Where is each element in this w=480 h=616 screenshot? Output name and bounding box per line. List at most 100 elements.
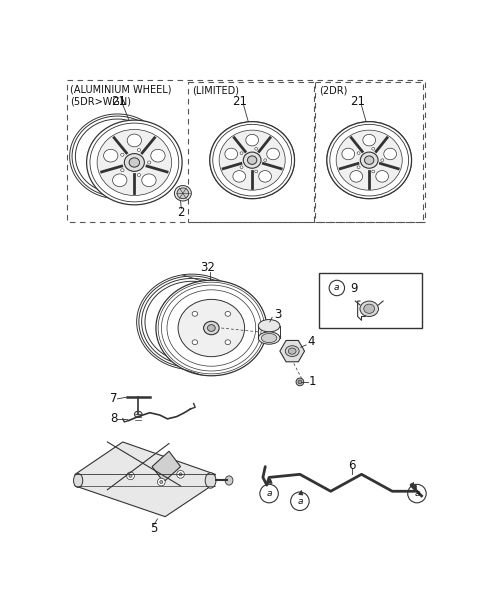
Ellipse shape: [147, 161, 151, 164]
Ellipse shape: [142, 174, 156, 187]
Ellipse shape: [113, 174, 127, 187]
Ellipse shape: [205, 473, 216, 488]
Bar: [188, 81, 314, 222]
Ellipse shape: [259, 171, 272, 182]
Ellipse shape: [285, 346, 299, 357]
Ellipse shape: [342, 148, 355, 160]
Ellipse shape: [225, 148, 238, 160]
Circle shape: [129, 474, 132, 477]
Polygon shape: [75, 442, 215, 517]
Ellipse shape: [137, 174, 141, 176]
Ellipse shape: [327, 121, 411, 198]
Ellipse shape: [233, 171, 246, 182]
Ellipse shape: [240, 166, 243, 169]
Ellipse shape: [104, 149, 118, 162]
Bar: [67, 80, 425, 222]
Circle shape: [177, 471, 184, 478]
Ellipse shape: [129, 158, 140, 167]
Ellipse shape: [288, 348, 296, 354]
Ellipse shape: [267, 148, 279, 160]
Circle shape: [127, 472, 134, 480]
Circle shape: [160, 480, 163, 484]
Ellipse shape: [336, 130, 402, 190]
Text: 2: 2: [178, 206, 185, 219]
Text: 32: 32: [200, 261, 215, 275]
Text: a: a: [266, 489, 272, 498]
Ellipse shape: [255, 170, 258, 173]
Ellipse shape: [178, 299, 245, 357]
Circle shape: [408, 484, 426, 503]
Text: a: a: [297, 496, 303, 506]
Text: (ALUMINIUM WHEEL)
(5DR>WGN): (ALUMINIUM WHEEL) (5DR>WGN): [71, 84, 172, 107]
Text: 7: 7: [110, 392, 117, 405]
Text: a: a: [334, 283, 340, 293]
Ellipse shape: [364, 156, 374, 164]
Ellipse shape: [296, 378, 304, 386]
Ellipse shape: [262, 333, 277, 342]
Ellipse shape: [225, 312, 230, 316]
Text: 21: 21: [232, 95, 247, 108]
Ellipse shape: [243, 152, 261, 168]
Ellipse shape: [97, 129, 171, 195]
Ellipse shape: [210, 121, 295, 198]
Ellipse shape: [177, 188, 189, 198]
Ellipse shape: [134, 411, 142, 418]
Ellipse shape: [376, 171, 388, 182]
Circle shape: [179, 473, 182, 476]
Ellipse shape: [240, 152, 243, 155]
Ellipse shape: [258, 332, 280, 344]
Ellipse shape: [225, 340, 230, 344]
Text: a: a: [414, 489, 420, 498]
Circle shape: [329, 280, 345, 296]
Ellipse shape: [363, 134, 375, 146]
Ellipse shape: [124, 153, 144, 171]
Circle shape: [291, 492, 309, 511]
Ellipse shape: [364, 304, 374, 314]
Text: 9: 9: [350, 282, 358, 295]
Ellipse shape: [264, 159, 267, 161]
Circle shape: [260, 484, 278, 503]
Ellipse shape: [350, 171, 362, 182]
Polygon shape: [152, 451, 180, 482]
Ellipse shape: [246, 134, 259, 146]
Text: (LIMITED): (LIMITED): [192, 86, 239, 95]
Bar: [315, 81, 423, 222]
Text: 4: 4: [308, 335, 315, 349]
Ellipse shape: [360, 152, 378, 168]
Ellipse shape: [372, 147, 375, 150]
Ellipse shape: [255, 147, 258, 150]
Ellipse shape: [156, 280, 267, 376]
Ellipse shape: [174, 185, 192, 201]
Bar: [319, 272, 421, 328]
Ellipse shape: [357, 166, 360, 169]
Ellipse shape: [120, 153, 124, 156]
Ellipse shape: [86, 120, 182, 205]
Text: 21: 21: [350, 95, 365, 108]
Ellipse shape: [357, 152, 360, 155]
Ellipse shape: [204, 322, 219, 334]
Ellipse shape: [73, 474, 83, 487]
Text: 1: 1: [309, 375, 317, 389]
Ellipse shape: [381, 159, 384, 161]
Ellipse shape: [192, 312, 198, 316]
Ellipse shape: [298, 380, 302, 384]
Ellipse shape: [127, 134, 142, 147]
Ellipse shape: [151, 149, 165, 162]
Text: (2DR): (2DR): [319, 86, 348, 95]
Ellipse shape: [207, 325, 215, 331]
Ellipse shape: [192, 340, 198, 344]
Ellipse shape: [360, 301, 378, 317]
Ellipse shape: [248, 156, 257, 164]
Ellipse shape: [137, 148, 141, 152]
Text: 6: 6: [348, 458, 356, 472]
Ellipse shape: [219, 130, 285, 190]
Ellipse shape: [384, 148, 396, 160]
Text: 3: 3: [274, 307, 281, 321]
Text: 8: 8: [110, 412, 117, 426]
Circle shape: [157, 478, 165, 486]
Text: 21: 21: [111, 95, 126, 108]
Ellipse shape: [372, 170, 375, 173]
Text: 5: 5: [150, 522, 157, 535]
Ellipse shape: [120, 169, 124, 172]
Ellipse shape: [258, 320, 280, 332]
